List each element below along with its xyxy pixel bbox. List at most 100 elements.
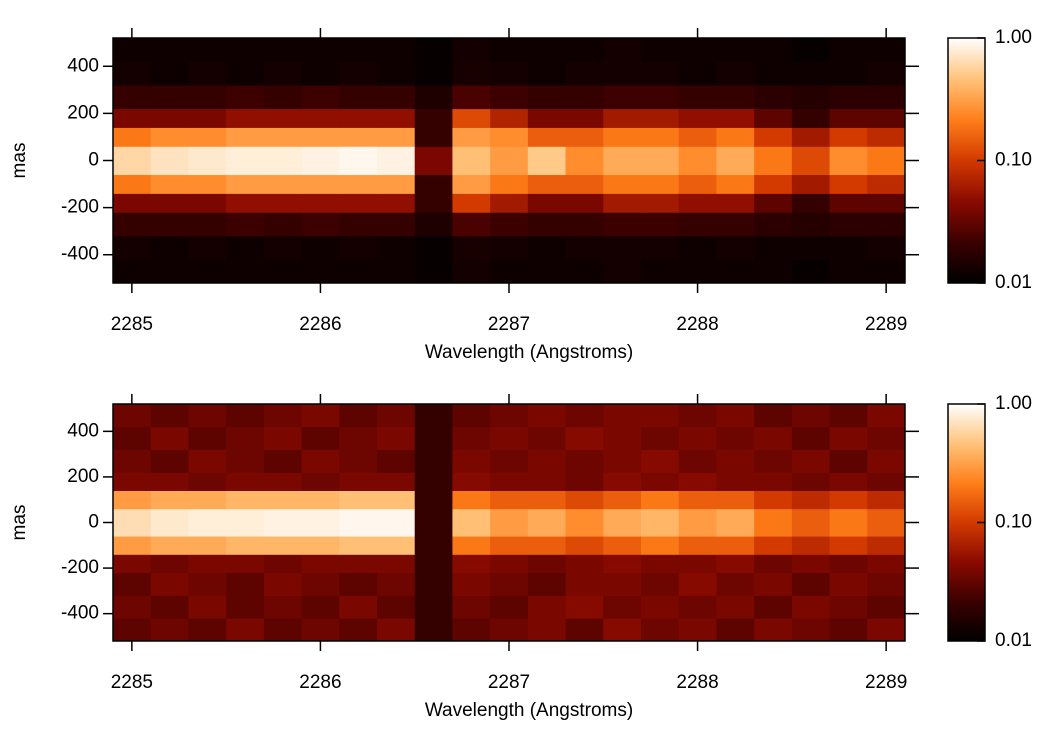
heatmap-cell — [452, 193, 491, 213]
heatmap-cell — [490, 404, 529, 428]
heatmap-cell — [452, 235, 491, 260]
heatmap-cell — [829, 85, 868, 110]
heatmap-cell — [414, 85, 453, 110]
heatmap-cell — [754, 85, 793, 110]
heatmap-cell — [527, 193, 566, 213]
heatmap-cell — [791, 595, 830, 619]
heatmap-cell — [527, 259, 566, 284]
heatmap-cell — [603, 259, 642, 284]
heatmap-cell — [490, 508, 529, 537]
heatmap-cell — [339, 536, 378, 555]
heatmap-cell — [414, 595, 453, 619]
heatmap-cell — [339, 490, 378, 510]
heatmap-cell — [754, 618, 793, 642]
heatmap-cell — [490, 85, 529, 110]
heatmap-cell — [867, 174, 906, 194]
heatmap-cell — [678, 490, 717, 510]
heatmap-cell — [565, 404, 604, 428]
heatmap-cell — [791, 618, 830, 642]
heatmap-cell — [791, 490, 830, 510]
heatmap-cell — [113, 404, 152, 428]
heatmap-cell — [339, 259, 378, 284]
heatmap-cell — [867, 404, 906, 428]
heatmap-cell — [565, 146, 604, 176]
heatmap-cell — [113, 536, 152, 555]
heatmap-cell — [678, 174, 717, 194]
heatmap-cell — [641, 490, 680, 510]
heatmap-cell — [754, 212, 793, 237]
heatmap-cell — [565, 212, 604, 237]
heatmap-cell — [113, 554, 152, 574]
heatmap-cell — [377, 146, 416, 176]
heatmap-cell — [867, 38, 906, 62]
heatmap-cell — [263, 554, 302, 574]
heatmap-cell — [678, 259, 717, 284]
heatmap-cell — [226, 554, 265, 574]
heatmap-cell — [527, 618, 566, 642]
heatmap-cell — [603, 174, 642, 194]
heatmap-cell — [113, 127, 152, 147]
heatmap-cell — [490, 490, 529, 510]
heatmap-cell — [641, 174, 680, 194]
heatmap-cell — [641, 108, 680, 128]
heatmap-cell — [377, 618, 416, 642]
heatmap-cell — [263, 85, 302, 110]
heatmap-cell — [603, 449, 642, 473]
heatmap-cell — [527, 235, 566, 260]
heatmap-cell — [188, 259, 227, 284]
heatmap-cell — [263, 536, 302, 555]
heatmap-cell — [490, 426, 529, 450]
heatmap-cell — [113, 490, 152, 510]
heatmap-cell — [301, 85, 340, 110]
heatmap-cell — [150, 404, 189, 428]
heatmap-cell — [565, 536, 604, 555]
heatmap-cell — [716, 146, 755, 176]
heatmap-cell — [867, 127, 906, 147]
heatmap-cell — [226, 404, 265, 428]
heatmap-cell — [490, 572, 529, 596]
heatmap-cell — [527, 174, 566, 194]
heatmap-cell — [377, 85, 416, 110]
heatmap-cell — [603, 85, 642, 110]
heatmap-cell — [150, 572, 189, 596]
heatmap-cell — [377, 193, 416, 213]
heatmap-cell — [867, 259, 906, 284]
heatmap-cell — [641, 404, 680, 428]
heatmap-cell — [716, 235, 755, 260]
heatmap-cell — [678, 449, 717, 473]
heatmap-cell — [263, 404, 302, 428]
heatmap-cell — [641, 572, 680, 596]
heatmap-cell — [226, 146, 265, 176]
heatmap-cell — [188, 618, 227, 642]
heatmap-cell — [791, 554, 830, 574]
heatmap-cell — [829, 235, 868, 260]
heatmap-cell — [527, 85, 566, 110]
heatmap-cell — [716, 193, 755, 213]
heatmap-cell — [150, 426, 189, 450]
heatmap-cell — [527, 472, 566, 491]
colorbar-tick-label: 0.10 — [995, 150, 1032, 171]
heatmap-cell — [150, 618, 189, 642]
heatmap-cell — [377, 508, 416, 537]
heatmap-cell — [490, 127, 529, 147]
heatmap-cell — [150, 472, 189, 491]
heatmap-cell — [678, 554, 717, 574]
heatmap-cell — [113, 472, 152, 491]
heatmap-cell — [641, 193, 680, 213]
x-axis-label: Wavelength (Angstroms) — [425, 700, 633, 721]
heatmap-cell — [490, 146, 529, 176]
heatmap-cell — [754, 38, 793, 62]
heatmap-cell — [113, 38, 152, 62]
heatmap-cell — [226, 426, 265, 450]
heatmap-cell — [791, 61, 830, 86]
heatmap-cell — [791, 404, 830, 428]
heatmap-cell — [490, 536, 529, 555]
heatmap-cell — [678, 595, 717, 619]
heatmap-cell — [678, 618, 717, 642]
heatmap-cell — [452, 212, 491, 237]
heatmap-cell — [867, 508, 906, 537]
heatmap-cell — [452, 259, 491, 284]
heatmap-cell — [263, 572, 302, 596]
heatmap-cell — [188, 108, 227, 128]
heatmap-cell — [339, 472, 378, 491]
